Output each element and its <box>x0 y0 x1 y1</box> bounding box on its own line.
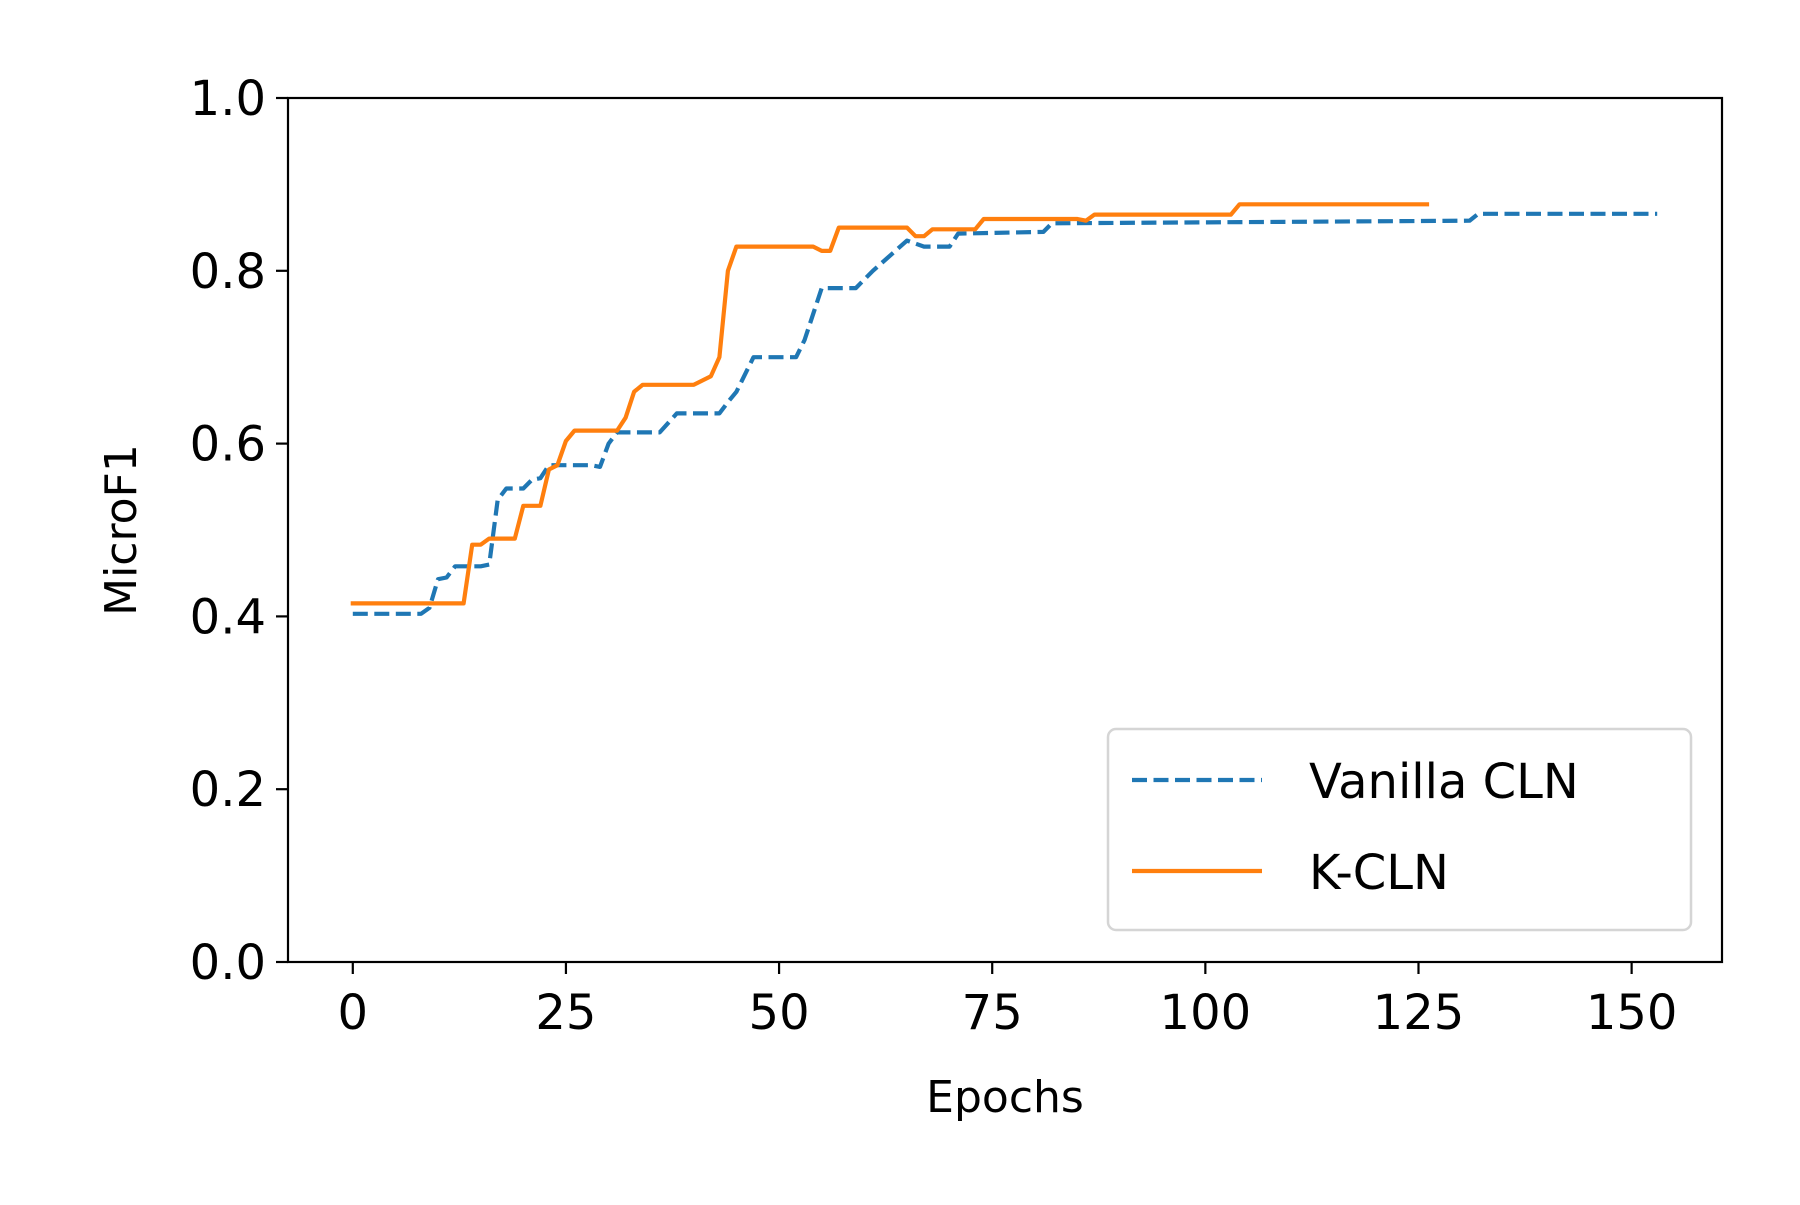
plot-frame <box>286 96 1724 964</box>
y-tick-label: 0.4 <box>190 589 266 645</box>
series-line-k-cln <box>350 202 1430 606</box>
x-tick-label: 0 <box>338 985 369 1041</box>
x-tick-label: 75 <box>962 985 1023 1041</box>
legend: Vanilla CLN K-CLN <box>1106 727 1693 932</box>
y-tick-label: 0.2 <box>190 762 266 818</box>
y-tick-label: 1.0 <box>190 71 266 127</box>
x-tick-label: 100 <box>1160 985 1252 1041</box>
axes-layer: 0 25 50 75 100 125 150 0.0 0.2 0.4 0.6 0.8 1.0 <box>190 71 1724 1041</box>
x-tick-label: 150 <box>1586 985 1678 1041</box>
x-tick-label: 125 <box>1373 985 1465 1041</box>
series-line-vanilla-cln <box>352 211 1658 616</box>
x-tick-label: 50 <box>749 985 810 1041</box>
y-tick-label: 0.8 <box>190 244 266 300</box>
y-tick-label: 0.6 <box>190 417 266 473</box>
y-axis-title: MicroF1 <box>96 444 147 616</box>
legend-label-vanilla-cln: Vanilla CLN <box>1309 754 1579 810</box>
y-tick-label: 0.0 <box>190 935 266 991</box>
x-tick-label: 25 <box>535 985 596 1041</box>
x-axis-title: Epochs <box>926 1072 1084 1123</box>
series-layer <box>350 202 1658 616</box>
legend-label-k-cln: K-CLN <box>1309 845 1449 901</box>
